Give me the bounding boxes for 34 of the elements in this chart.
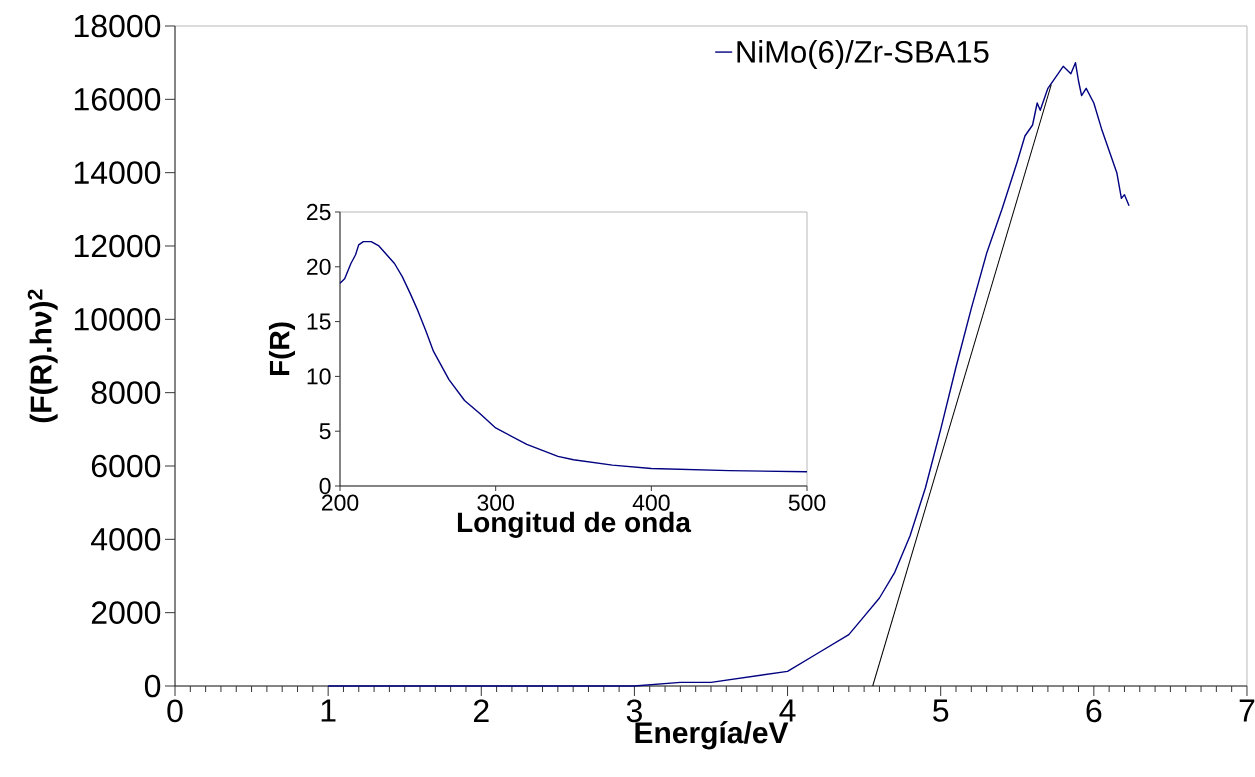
y-tick-label: 10000 xyxy=(74,308,161,331)
y-tick-label: 14000 xyxy=(74,161,161,184)
y-tick-label: 20 xyxy=(307,258,331,275)
y-tick-label: 12000 xyxy=(74,234,161,258)
legend-label: NiMo(6)/Zr-SBA15 xyxy=(737,40,989,69)
x-tick-label: 200 xyxy=(321,494,359,511)
y-tick-label: 10 xyxy=(307,368,331,385)
y-tick-label: 18000 xyxy=(74,14,161,38)
x-tick-label: 6 xyxy=(1086,699,1102,723)
y-tick-label: 8000 xyxy=(91,381,161,404)
x-tick-label: 3 xyxy=(626,699,642,723)
y-tick-label: 15 xyxy=(307,313,331,330)
y-tick-label: 16000 xyxy=(74,88,161,111)
x-axis-title: Longitud de onda xyxy=(457,511,692,538)
y-axis-title: F(R) xyxy=(268,322,296,376)
y-tick-label: 5 xyxy=(319,423,331,440)
x-tick-label: 4 xyxy=(779,699,796,722)
x-tick-label: 400 xyxy=(632,494,670,511)
line-series xyxy=(339,240,808,473)
x-tick-label: 500 xyxy=(788,494,826,511)
y-axis-title: (F(R).hν)$^{2}$ xyxy=(27,289,58,423)
y-tick-label: 0 xyxy=(319,477,331,495)
y-tick-label: 2000 xyxy=(91,601,161,624)
x-tick-label: 2 xyxy=(474,699,489,722)
x-tick-label: 5 xyxy=(933,699,949,722)
x-tick-label: 1 xyxy=(321,699,336,722)
x-tick-label: 7 xyxy=(1239,699,1255,722)
y-tick-label: 4000 xyxy=(91,528,161,551)
y-tick-label: 25 xyxy=(307,203,331,221)
y-tick-label: 6000 xyxy=(91,454,161,478)
x-axis-title: Energía/eV xyxy=(635,721,789,750)
y-tick-label: 0 xyxy=(144,674,161,698)
x-tick-label: 300 xyxy=(477,494,514,511)
x-tick-label: 0 xyxy=(167,699,183,723)
